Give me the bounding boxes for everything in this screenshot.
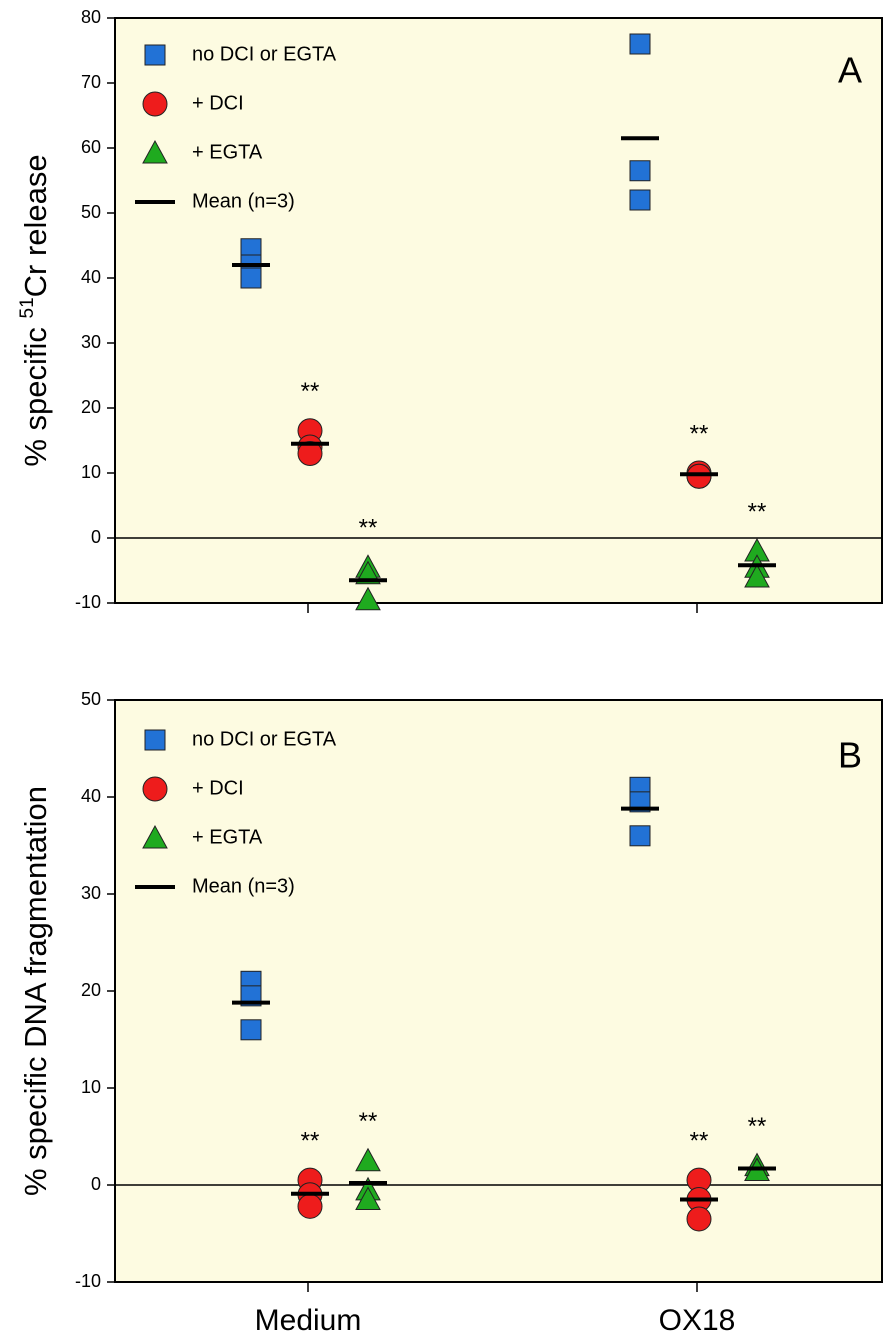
y-tick-label: 10 — [81, 1077, 101, 1097]
triangle-marker — [355, 1186, 381, 1211]
y-tick-label: -10 — [75, 592, 101, 612]
y-tick-label: 80 — [81, 7, 101, 27]
circle-marker — [297, 441, 323, 466]
square-marker — [240, 267, 262, 289]
x-tick-label: OX18 — [659, 1304, 736, 1337]
square-marker — [629, 160, 651, 182]
y-label-part: % specific DNA fragmentation — [18, 786, 53, 1196]
significance-label: ** — [301, 1127, 320, 1154]
y-tick-label: 50 — [81, 202, 101, 222]
significance-label: ** — [748, 498, 767, 525]
legend-label: no DCI or EGTA — [192, 728, 337, 750]
legend-label: Mean (n=3) — [192, 190, 295, 212]
triangle-marker — [744, 563, 770, 588]
triangle-marker — [355, 586, 381, 611]
y-tick-label: 20 — [81, 980, 101, 1000]
y-tick-label: 20 — [81, 397, 101, 417]
square-marker — [629, 825, 651, 847]
square-marker — [629, 189, 651, 211]
y-axis-label: % specific 51Cr release — [17, 154, 54, 466]
square-marker — [240, 1019, 262, 1041]
y-tick-label: 70 — [81, 72, 101, 92]
triangle-marker — [142, 824, 168, 849]
square-marker — [629, 33, 651, 55]
legend-label: + DCI — [192, 777, 244, 799]
y-tick-label: 0 — [91, 527, 101, 547]
y-tick-label: 0 — [91, 1174, 101, 1194]
circle-marker — [297, 1193, 323, 1219]
panel-letter: A — [838, 50, 862, 91]
panel-letter: B — [838, 735, 862, 776]
y-label-part: Cr release — [18, 154, 53, 297]
significance-label: ** — [359, 515, 378, 542]
significance-label: ** — [690, 1127, 709, 1154]
circle-marker — [142, 776, 168, 802]
legend-label: no DCI or EGTA — [192, 43, 337, 65]
legend-label: + EGTA — [192, 141, 263, 163]
y-label-part: % specific — [18, 318, 53, 466]
square-marker — [144, 729, 166, 751]
legend-label: + EGTA — [192, 826, 263, 848]
y-tick-label: 60 — [81, 137, 101, 157]
superscript: 51 — [17, 297, 38, 318]
y-tick-label: 40 — [81, 786, 101, 806]
significance-label: ** — [748, 1113, 767, 1140]
circle-marker — [142, 91, 168, 117]
y-axis-label: % specific DNA fragmentation — [18, 786, 53, 1196]
triangle-marker — [142, 139, 168, 164]
y-tick-label: 50 — [81, 689, 101, 709]
significance-label: ** — [690, 420, 709, 447]
plot-area — [114, 17, 883, 604]
significance-label: ** — [301, 378, 320, 405]
y-tick-label: -10 — [75, 1271, 101, 1291]
legend-label: + DCI — [192, 92, 244, 114]
square-marker — [144, 44, 166, 66]
y-tick-label: 30 — [81, 883, 101, 903]
circle-marker — [686, 1206, 712, 1232]
significance-label: ** — [359, 1108, 378, 1135]
legend-label: Mean (n=3) — [192, 875, 295, 897]
x-tick-label: Medium — [255, 1304, 362, 1337]
triangle-marker — [355, 1147, 381, 1172]
y-tick-label: 10 — [81, 462, 101, 482]
y-tick-label: 30 — [81, 332, 101, 352]
y-tick-label: 40 — [81, 267, 101, 287]
